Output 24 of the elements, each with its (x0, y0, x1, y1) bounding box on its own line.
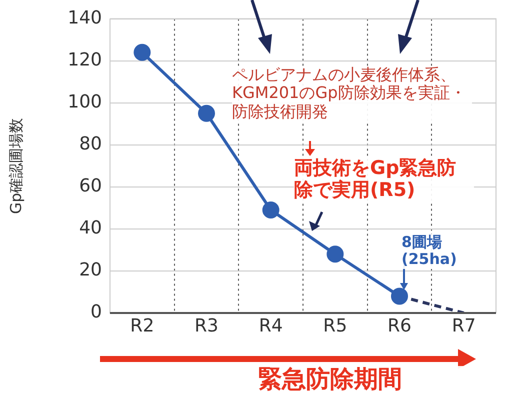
y-tick-label: 0 (90, 302, 102, 323)
y-tick-label: 60 (79, 176, 102, 197)
annotation: ペルビアナムの小麦後作体系、KGM201のGp防除効果を実証・防除技術開発 (232, 65, 472, 122)
y-tick-label: 40 (79, 218, 102, 239)
y-tick-label: 20 (79, 260, 102, 281)
x-tick-label: R7 (452, 315, 476, 336)
annotation: 両技術をGp緊急防除で実用(R5) (294, 157, 474, 202)
point (326, 246, 344, 263)
x-tick-label: R6 (388, 315, 412, 336)
point (391, 288, 408, 305)
point (134, 44, 151, 61)
x-tick-label: R5 (323, 315, 348, 336)
y-tick-label: 140 (68, 7, 102, 28)
point (198, 104, 215, 122)
y-tick-label: 80 (79, 134, 102, 155)
y-tick-label: 100 (68, 92, 102, 113)
y-tick-label: 120 (68, 50, 102, 70)
y-axis-title: Gp確認圃場数 (6, 118, 25, 214)
x-tick-label: R4 (258, 315, 283, 336)
text: 緊急防除期間 (160, 365, 500, 394)
annotation: 8圃場 (25ha) (402, 233, 464, 269)
x-tick-label: R3 (194, 315, 218, 336)
point (262, 202, 280, 219)
x-tick-label: R2 (130, 315, 154, 336)
